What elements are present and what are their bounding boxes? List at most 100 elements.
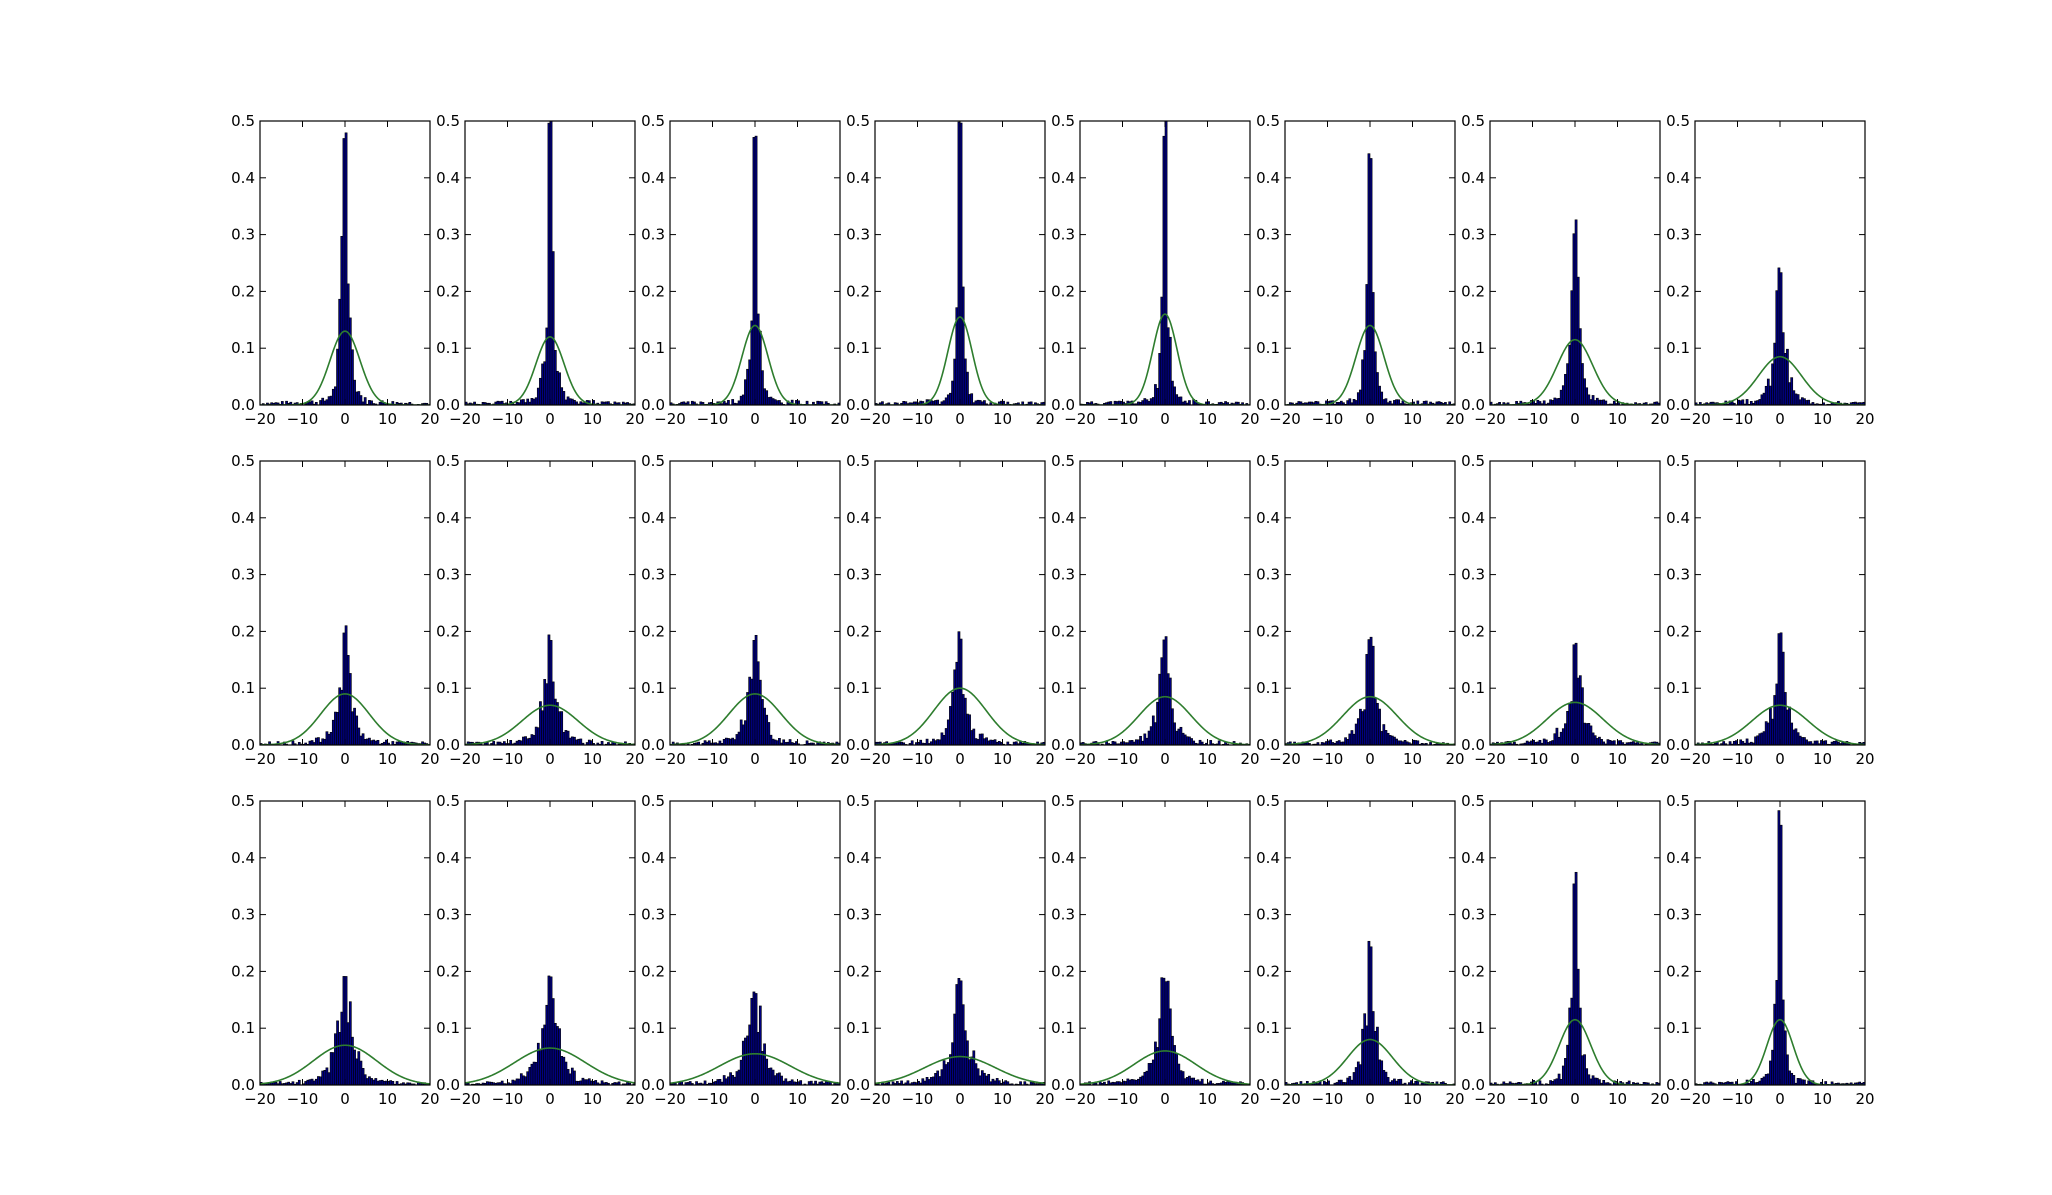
y-tick-label: 0.2 [1256,622,1280,640]
histogram-bar [927,1079,931,1085]
histogram-bar [1354,1067,1358,1085]
histogram-bar [1800,737,1804,745]
histogram-bar [763,388,766,405]
histogram-bar [1168,677,1172,745]
histogram-bar [530,398,534,405]
histogram-bar [784,1078,788,1085]
histogram-bar [750,678,754,745]
histogram-bar [1574,219,1578,405]
x-tick-label: 10 [788,1090,807,1108]
y-tick-label: 0.2 [436,962,460,980]
histogram-bar [368,400,371,405]
histogram-bar [1564,374,1567,405]
histogram-bar [395,1081,399,1085]
histogram-bar [519,740,523,745]
histogram-bar [1570,290,1574,405]
histogram-bar [1371,292,1375,405]
y-tick-label: 0.4 [641,509,665,527]
panel-r1c1: 0.0 0.1 0.2 0.3 0.4 0.5 −20 −10 0 10 20 [231,112,439,428]
histogram-bar [1162,135,1166,405]
histogram-bar [336,348,339,405]
histogram-bar [752,991,756,1085]
histogram-bar [1382,1070,1386,1085]
histogram-bar [940,732,944,745]
x-tick-label: 0 [1160,1090,1170,1108]
histogram-bar [799,1080,803,1085]
x-tick-label: 10 [583,750,602,768]
histogram-bar [976,739,980,745]
histogram-bar [1570,997,1574,1085]
x-tick-label: −10 [1107,1090,1139,1108]
histogram-bar [983,400,986,405]
y-tick-label: 0.5 [1256,452,1280,470]
histogram-bar [539,1050,542,1085]
histogram-bar [1373,1031,1377,1085]
bars [670,991,840,1085]
histogram-bar [348,673,352,745]
panel-r1c7: 0.0 0.1 0.2 0.3 0.4 0.5 −20 −10 0 10 20 [1461,112,1669,428]
histogram-bar [1544,739,1548,745]
x-tick-label: −10 [1722,1090,1754,1108]
histogram-bar [556,370,559,405]
histogram-bar [1559,389,1563,405]
histogram-bar [900,1080,903,1085]
histogram-bar [585,1079,589,1085]
y-tick-label: 0.1 [641,1019,665,1037]
x-tick-label: 10 [993,410,1012,428]
histogram-bar [331,719,335,745]
histogram-bar [1803,1079,1806,1085]
histogram-bar [1339,1079,1343,1085]
histogram-bar [291,740,295,745]
histogram-bar [959,122,963,405]
histogram-bar [1378,1059,1381,1085]
histogram-bar [1762,392,1766,405]
histogram-bar [579,1080,583,1085]
histogram-bar [1796,1078,1800,1085]
y-tick-label: 0.5 [641,112,665,130]
histogram-bar [703,1080,707,1085]
y-tick-label: 0.2 [1256,282,1280,300]
panel-r1c3: 0.0 0.1 0.2 0.3 0.4 0.5 −20 −10 0 10 20 [641,112,849,428]
histogram-bar [985,1075,988,1085]
y-tick-label: 0.1 [1666,1019,1690,1037]
histogram-bar [1236,401,1240,405]
x-tick-label: 20 [1240,410,1259,428]
x-tick-label: −20 [1474,750,1506,768]
y-tick-label: 0.2 [436,282,460,300]
histogram-bar [1551,400,1555,405]
histogram-bar [775,1073,779,1085]
x-tick-label: −10 [1517,1090,1549,1108]
histogram-bar [737,1069,741,1085]
histogram-bar [579,738,583,745]
histogram-bar [758,679,762,745]
histogram-bar [972,1050,976,1085]
histogram-bar [1549,399,1552,405]
histogram-bar [1158,353,1162,405]
histogram-bar [970,393,974,405]
panel-r3c5: 0.0 0.1 0.2 0.3 0.4 0.5 −20 −10 0 10 20 [1051,792,1259,1108]
histogram-bar [1346,1077,1350,1085]
histogram-bar [1200,1078,1204,1085]
x-tick-label: −20 [654,410,686,428]
histogram-bar [1764,385,1768,405]
histogram-bar [1555,398,1559,405]
histogram-bar [1196,1079,1200,1085]
histogram-bar [993,1080,997,1085]
histogram-bar [966,1040,969,1085]
histogram-bar [701,402,705,405]
histogram-bar [1788,706,1791,745]
histogram-bar [564,730,568,745]
histogram-bar [1786,348,1789,405]
histogram-bar [1390,735,1394,745]
histogram-bar [617,402,621,405]
histogram-bar [946,719,950,745]
histogram-bar [581,1077,585,1085]
histogram-bar [522,736,525,745]
histogram-bar [1595,738,1599,745]
x-tick-label: 0 [340,410,350,428]
histogram-bar [1154,384,1157,405]
histogram-bar [1585,723,1589,745]
histogram-bar [594,1080,598,1085]
y-tick-label: 0.4 [1051,509,1075,527]
x-tick-label: 10 [1608,750,1627,768]
